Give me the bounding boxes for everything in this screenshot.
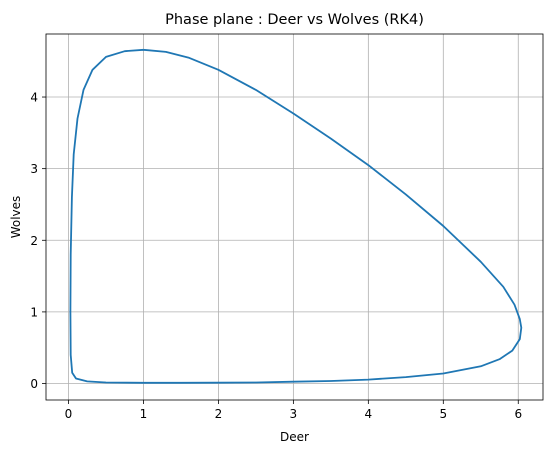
chart-title: Phase plane : Deer vs Wolves (RK4) <box>165 12 424 28</box>
x-axis-label: Deer <box>280 430 309 444</box>
x-tick-label: 0 <box>65 407 73 421</box>
y-tick-label: 0 <box>30 377 38 391</box>
y-axis-label: Wolves <box>9 196 23 239</box>
x-tick-label: 6 <box>514 407 522 421</box>
y-tick-label: 4 <box>30 91 38 105</box>
x-tick-label: 3 <box>290 407 298 421</box>
axis-ticks: 0 1 2 3 4 5 6 0 1 2 3 4 <box>30 91 522 421</box>
y-tick-label: 3 <box>30 162 38 176</box>
x-tick-label: 4 <box>365 407 373 421</box>
y-tick-label: 2 <box>30 234 38 248</box>
plot-frame <box>45 33 544 401</box>
y-tick-label: 1 <box>30 305 38 319</box>
x-tick-label: 2 <box>215 407 223 421</box>
x-tick-label: 5 <box>439 407 447 421</box>
grid <box>46 34 543 400</box>
series-line-trajectory <box>69 48 523 384</box>
x-tick-label: 1 <box>140 407 148 421</box>
